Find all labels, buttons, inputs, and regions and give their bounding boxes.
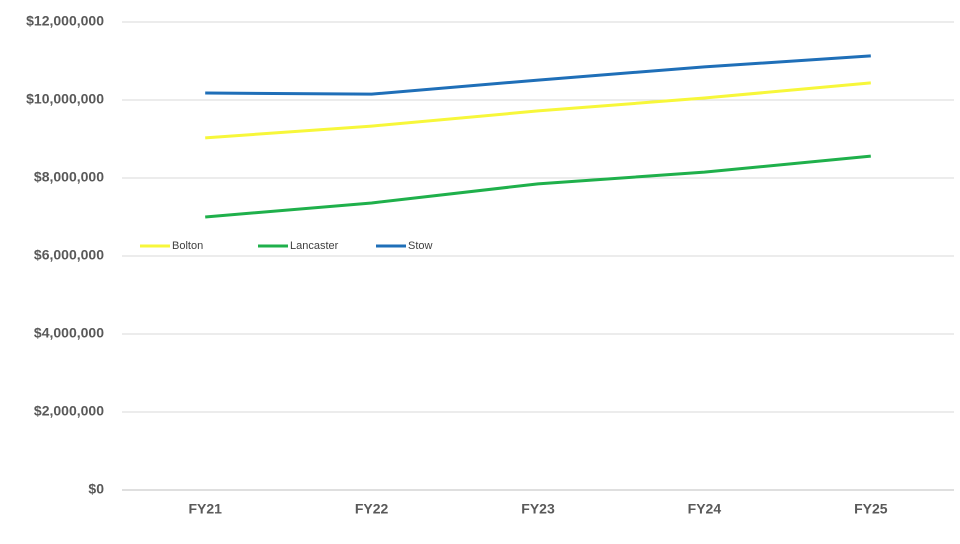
y-tick-label: $12,000,000 xyxy=(26,13,104,29)
y-tick-label: $2,000,000 xyxy=(34,403,104,419)
legend-label: Stow xyxy=(408,240,433,252)
y-tick-label: $0 xyxy=(88,481,104,497)
legend-label: Bolton xyxy=(172,240,203,252)
series-line xyxy=(205,81,871,140)
x-tick-label: FY25 xyxy=(854,501,888,517)
y-tick-label: $10,000,000 xyxy=(26,91,104,107)
y-tick-label: $6,000,000 xyxy=(34,247,104,263)
y-tick-label: $4,000,000 xyxy=(34,325,104,341)
legend-label: Lancaster xyxy=(290,240,339,252)
x-tick-label: FY24 xyxy=(688,501,722,517)
x-tick-label: FY21 xyxy=(188,501,222,517)
series-line xyxy=(205,54,871,96)
x-tick-label: FY23 xyxy=(521,501,555,517)
series-line xyxy=(205,154,871,219)
x-tick-label: FY22 xyxy=(355,501,389,517)
y-tick-label: $8,000,000 xyxy=(34,169,104,185)
